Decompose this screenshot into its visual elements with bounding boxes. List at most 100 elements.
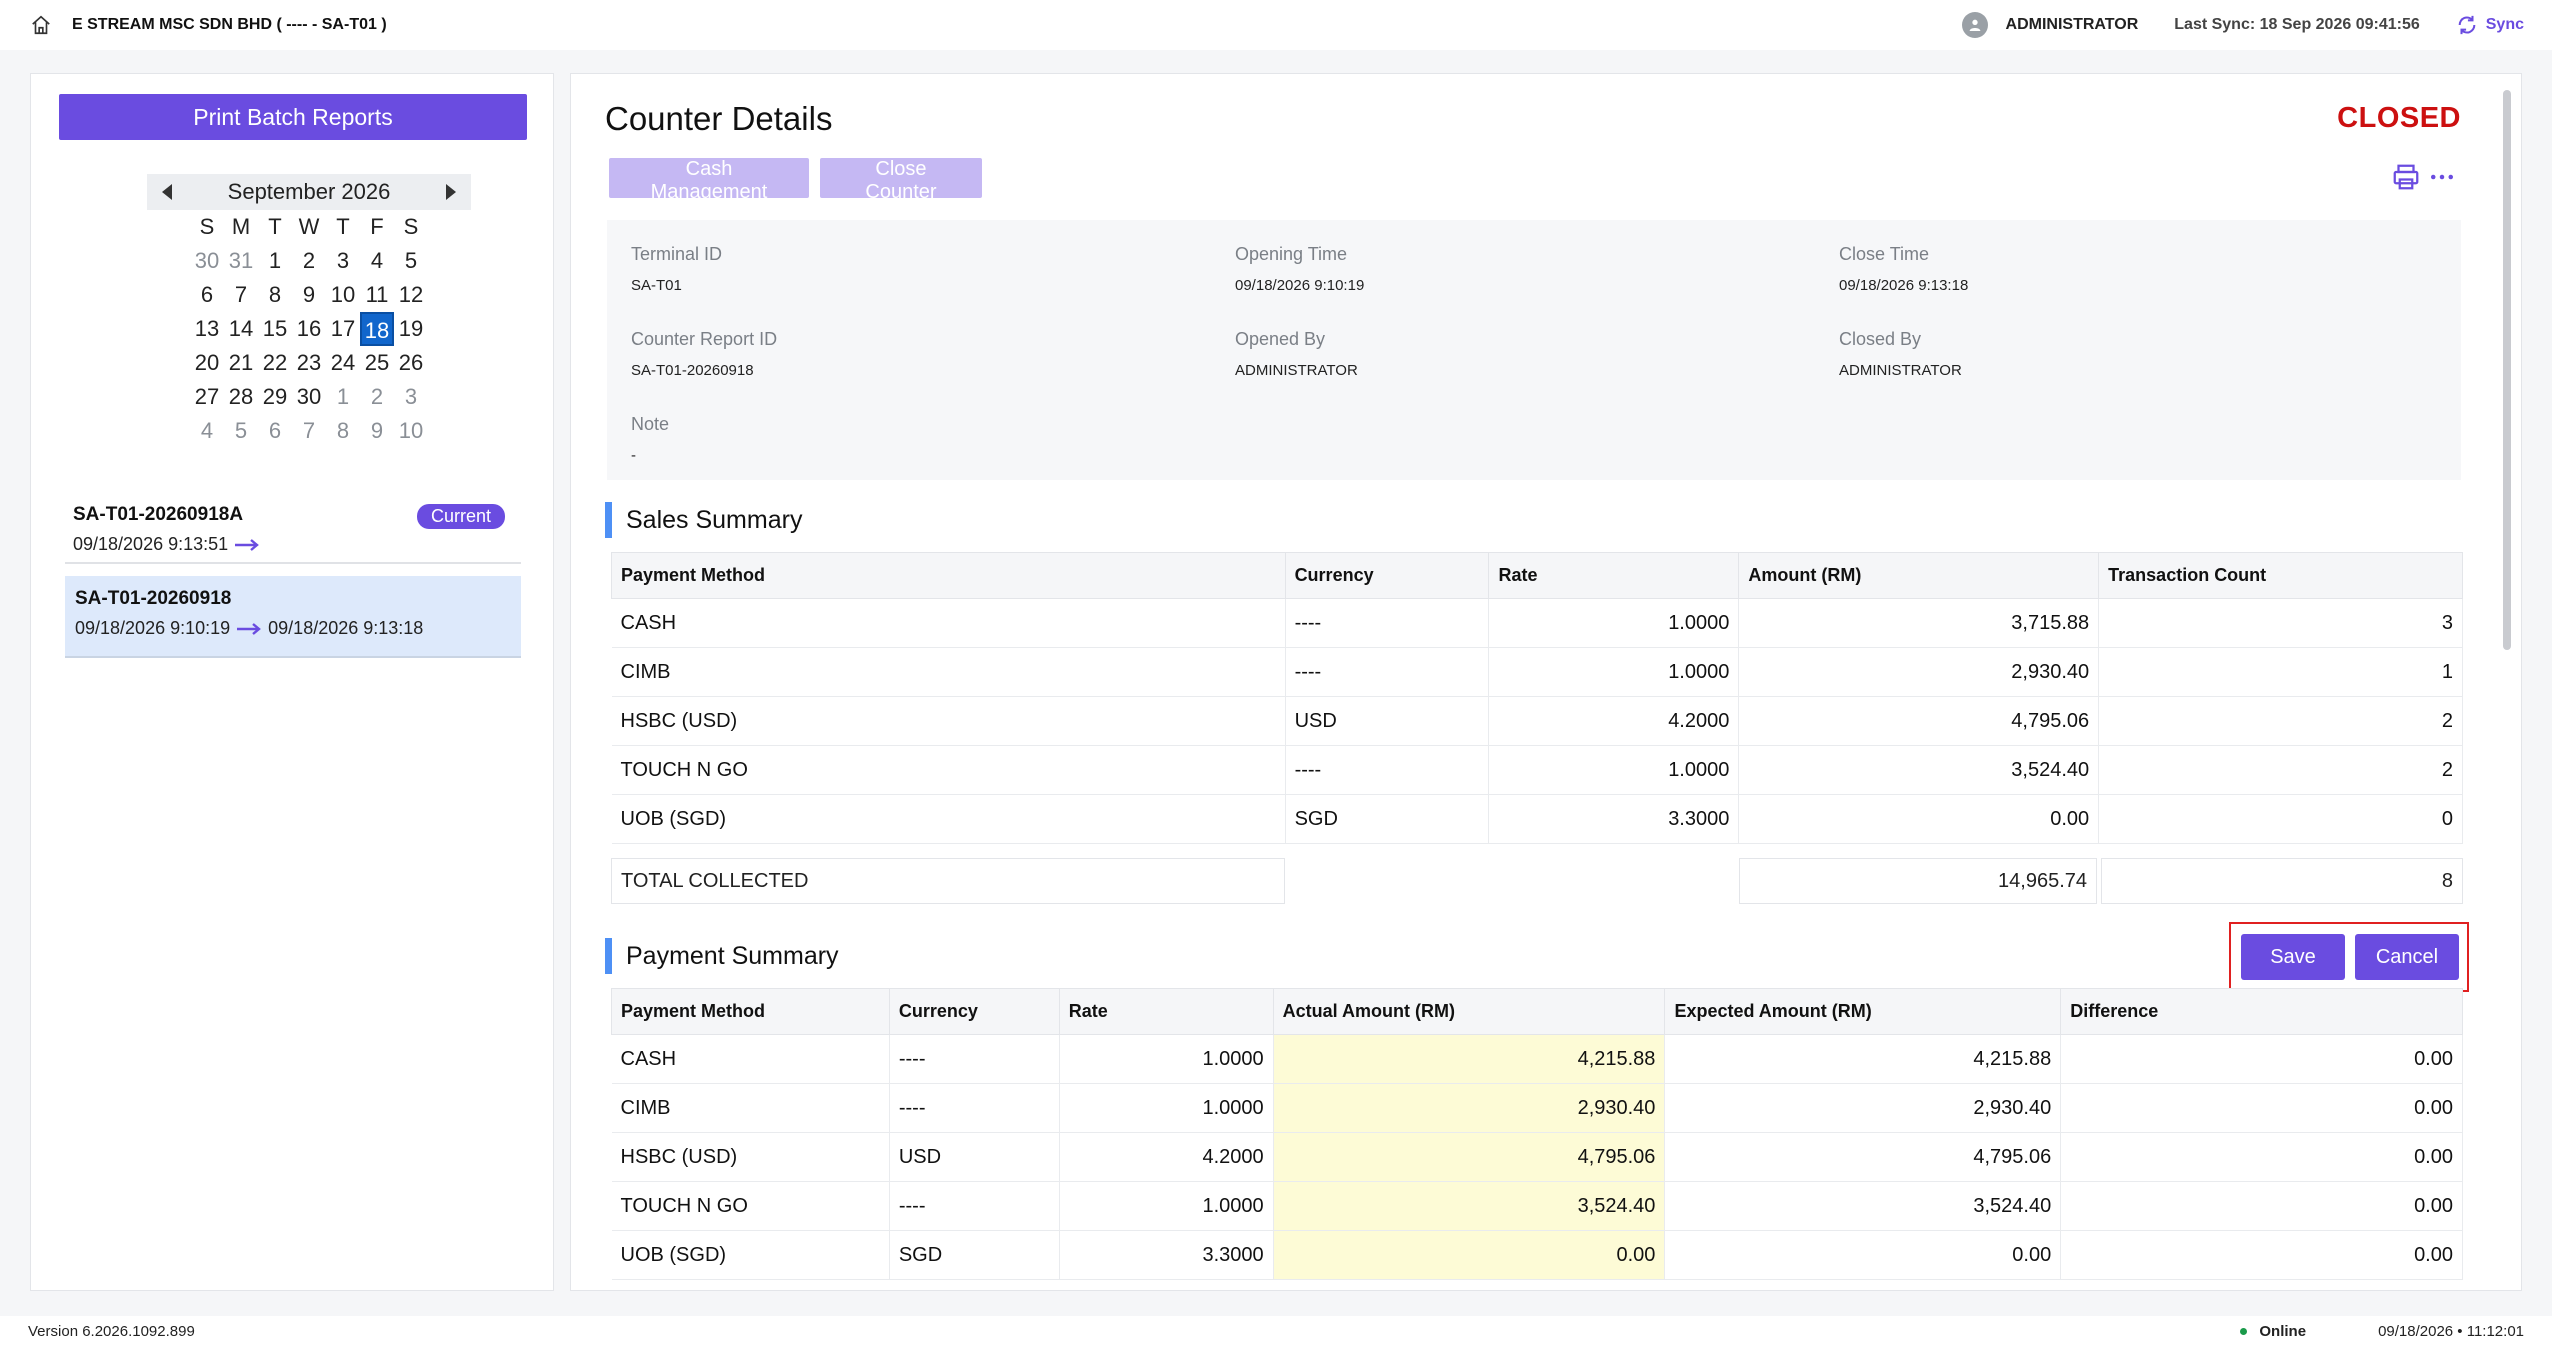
table-cell: SGD bbox=[889, 1230, 1060, 1280]
calendar-day[interactable]: 8 bbox=[336, 418, 350, 443]
table-cell: 2 bbox=[2098, 745, 2463, 795]
calendar-weekday: S bbox=[403, 214, 419, 239]
report-time: 09/18/2026 9:10:19 09/18/2026 9:13:18 bbox=[75, 618, 511, 639]
calendar-day[interactable]: 1 bbox=[336, 384, 350, 409]
calendar-day[interactable]: 27 bbox=[194, 384, 220, 409]
calendar-day[interactable]: 9 bbox=[370, 418, 384, 443]
cancel-button[interactable]: Cancel bbox=[2355, 934, 2459, 980]
calendar-day[interactable]: 29 bbox=[262, 384, 288, 409]
cash-management-button[interactable]: Cash Management bbox=[609, 158, 809, 203]
prev-month-icon[interactable] bbox=[157, 180, 177, 204]
table-row: CASH ---- 1.0000 3,715.88 3 bbox=[611, 598, 2463, 648]
printer-icon[interactable] bbox=[2391, 162, 2421, 192]
calendar-day[interactable]: 8 bbox=[268, 282, 282, 307]
page-title: Counter Details bbox=[605, 100, 833, 137]
report-id: SA-T01-20260918A bbox=[73, 504, 244, 525]
calendar-day[interactable]: 17 bbox=[330, 316, 356, 341]
calendar-day[interactable]: 31 bbox=[228, 248, 254, 273]
user-avatar-icon[interactable] bbox=[1961, 12, 1988, 38]
calendar-day[interactable]: 2 bbox=[370, 384, 384, 409]
more-options-icon[interactable] bbox=[2427, 162, 2457, 192]
calendar-day[interactable]: 10 bbox=[398, 418, 424, 443]
calendar-day[interactable]: 16 bbox=[296, 316, 322, 341]
section-accent-bar bbox=[605, 502, 612, 538]
calendar-weekday: M bbox=[231, 214, 251, 239]
calendar-day[interactable]: 13 bbox=[194, 316, 220, 341]
home-icon[interactable] bbox=[28, 12, 54, 38]
calendar-day[interactable]: 11 bbox=[365, 282, 389, 307]
close-counter-button[interactable]: Close Counter bbox=[820, 158, 982, 203]
table-cell: 3,524.40 bbox=[1738, 745, 2100, 795]
calendar-day[interactable]: 1 bbox=[268, 248, 282, 273]
table-cell: 3 bbox=[2098, 598, 2463, 648]
calendar-day[interactable]: 25 bbox=[364, 350, 390, 375]
table-cell: HSBC (USD) bbox=[611, 696, 1286, 746]
table-cell: 0.00 bbox=[2060, 1230, 2463, 1280]
table-cell: 0.00 bbox=[1738, 794, 2100, 844]
table-cell: 0.00 bbox=[2060, 1034, 2463, 1084]
calendar-day[interactable]: 15 bbox=[262, 316, 288, 341]
calendar-day[interactable]: 24 bbox=[330, 350, 356, 375]
connection-status: Online bbox=[2240, 1323, 2306, 1340]
actual-amount-input[interactable]: 4,795.06 bbox=[1273, 1132, 1666, 1182]
opening-time-value: 09/18/2026 9:10:19 bbox=[1235, 277, 1365, 294]
calendar-day[interactable]: 23 bbox=[296, 350, 322, 375]
report-time: 09/18/2026 9:13:51 bbox=[73, 534, 513, 555]
calendar-day[interactable]: 4 bbox=[370, 248, 384, 273]
main-scrollbar[interactable] bbox=[2503, 90, 2511, 650]
payment-summary-label: Payment Summary bbox=[626, 941, 839, 970]
arrow-right-icon bbox=[236, 622, 262, 636]
calendar-day[interactable]: 7 bbox=[234, 282, 248, 307]
calendar-day[interactable]: 30 bbox=[296, 384, 322, 409]
calendar-day[interactable]: 21 bbox=[228, 350, 254, 375]
last-sync-text: Last Sync: 18 Sep 2026 09:41:56 bbox=[2174, 16, 2420, 33]
table-cell: CASH bbox=[611, 598, 1286, 648]
calendar-day[interactable]: 14 bbox=[228, 316, 254, 341]
actual-amount-input[interactable]: 0.00 bbox=[1273, 1230, 1666, 1280]
total-collected-label: TOTAL COLLECTED bbox=[611, 858, 1285, 904]
current-badge: Current bbox=[416, 504, 505, 529]
terminal-id-label: Terminal ID bbox=[631, 244, 723, 264]
table-cell: UOB (SGD) bbox=[611, 1230, 890, 1280]
actual-amount-input[interactable]: 4,215.88 bbox=[1273, 1034, 1666, 1084]
table-cell: 4.2000 bbox=[1059, 1132, 1274, 1182]
next-month-icon[interactable] bbox=[441, 180, 461, 204]
save-button[interactable]: Save bbox=[2241, 934, 2345, 980]
calendar-day[interactable]: 3 bbox=[404, 384, 418, 409]
calendar-day[interactable]: 26 bbox=[398, 350, 424, 375]
actual-amount-input[interactable]: 3,524.40 bbox=[1273, 1181, 1666, 1231]
table-cell: 3.3000 bbox=[1488, 794, 1740, 844]
print-batch-reports-button[interactable]: Print Batch Reports bbox=[59, 94, 527, 140]
calendar-day[interactable]: 9 bbox=[302, 282, 316, 307]
calendar-day[interactable]: 7 bbox=[302, 418, 316, 443]
sync-button[interactable]: Sync bbox=[2456, 14, 2524, 36]
calendar-day[interactable]: 2 bbox=[302, 248, 316, 273]
actual-amount-input[interactable]: 2,930.40 bbox=[1273, 1083, 1666, 1133]
calendar-day[interactable]: 6 bbox=[268, 418, 282, 443]
report-item-current[interactable]: SA-T01-20260918A 09/18/2026 9:13:51 Curr… bbox=[65, 492, 521, 564]
calendar-day[interactable]: 30 bbox=[194, 248, 220, 273]
sales-summary-label: Sales Summary bbox=[626, 505, 803, 534]
table-cell: 3,715.88 bbox=[1738, 598, 2100, 648]
calendar-day[interactable]: 12 bbox=[398, 282, 424, 307]
calendar-day[interactable]: 5 bbox=[404, 248, 418, 273]
calendar-day[interactable]: 5 bbox=[234, 418, 248, 443]
table-cell: 1.0000 bbox=[1488, 745, 1740, 795]
calendar-day[interactable]: 20 bbox=[194, 350, 220, 375]
footer: Version 6.2026.1092.899 Online 09/18/202… bbox=[0, 1316, 2552, 1347]
report-item-selected[interactable]: SA-T01-20260918 09/18/2026 9:10:19 09/18… bbox=[65, 576, 521, 658]
calendar-day[interactable]: 28 bbox=[228, 384, 254, 409]
calendar-day[interactable]: 22 bbox=[262, 350, 288, 375]
calendar-day[interactable]: 10 bbox=[330, 282, 356, 307]
sales-summary-table: Payment Method Currency Rate Amount (RM) Tra… bbox=[611, 552, 2463, 844]
payment-summary-title: Payment Summary bbox=[605, 938, 839, 974]
calendar-day[interactable]: 18 bbox=[360, 312, 394, 346]
table-cell: CIMB bbox=[611, 647, 1286, 697]
calendar-day[interactable]: 19 bbox=[398, 316, 424, 341]
calendar-weekday: W bbox=[298, 214, 320, 239]
table-cell: ---- bbox=[1285, 647, 1490, 697]
calendar-day[interactable]: 6 bbox=[200, 282, 214, 307]
calendar-day[interactable]: 3 bbox=[336, 248, 350, 273]
calendar-day[interactable]: 4 bbox=[200, 418, 214, 443]
